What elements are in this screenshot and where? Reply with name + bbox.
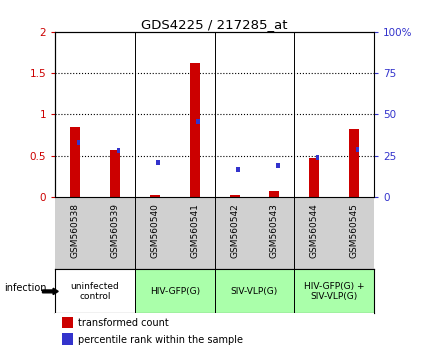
Text: infection: infection	[4, 283, 47, 293]
Text: percentile rank within the sample: percentile rank within the sample	[77, 335, 243, 344]
Bar	[269, 190, 279, 197]
Text: GSM560538: GSM560538	[71, 203, 79, 258]
Bar	[150, 195, 160, 197]
Bar	[135, 269, 215, 313]
Bar	[156, 160, 160, 165]
Bar	[215, 269, 294, 313]
Text: GSM560539: GSM560539	[110, 203, 119, 258]
Bar	[116, 148, 120, 153]
Text: GSM560542: GSM560542	[230, 203, 239, 258]
Text: HIV-GFP(G): HIV-GFP(G)	[150, 287, 200, 296]
Bar	[196, 119, 200, 124]
Text: transformed count: transformed count	[77, 318, 168, 328]
Bar	[230, 195, 240, 197]
Title: GDS4225 / 217285_at: GDS4225 / 217285_at	[142, 18, 288, 31]
Text: GSM560543: GSM560543	[270, 203, 279, 258]
Text: GSM560544: GSM560544	[310, 203, 319, 258]
Text: uninfected
control: uninfected control	[71, 282, 119, 301]
Bar	[70, 127, 80, 197]
Bar	[309, 158, 319, 197]
Text: GSM560540: GSM560540	[150, 203, 159, 258]
Text: GSM560545: GSM560545	[350, 203, 359, 258]
Bar	[62, 333, 73, 345]
Bar	[276, 163, 280, 168]
Bar	[55, 269, 135, 313]
Bar	[236, 167, 240, 172]
Bar	[316, 155, 320, 160]
Bar	[62, 317, 73, 329]
Text: GSM560541: GSM560541	[190, 203, 199, 258]
Bar	[190, 63, 200, 197]
Bar	[356, 147, 359, 152]
Bar	[294, 269, 374, 313]
Text: SIV-VLP(G): SIV-VLP(G)	[231, 287, 278, 296]
Text: HIV-GFP(G) +
SIV-VLP(G): HIV-GFP(G) + SIV-VLP(G)	[304, 282, 364, 301]
Bar	[77, 140, 80, 145]
Bar	[349, 129, 359, 197]
Bar	[110, 150, 120, 197]
